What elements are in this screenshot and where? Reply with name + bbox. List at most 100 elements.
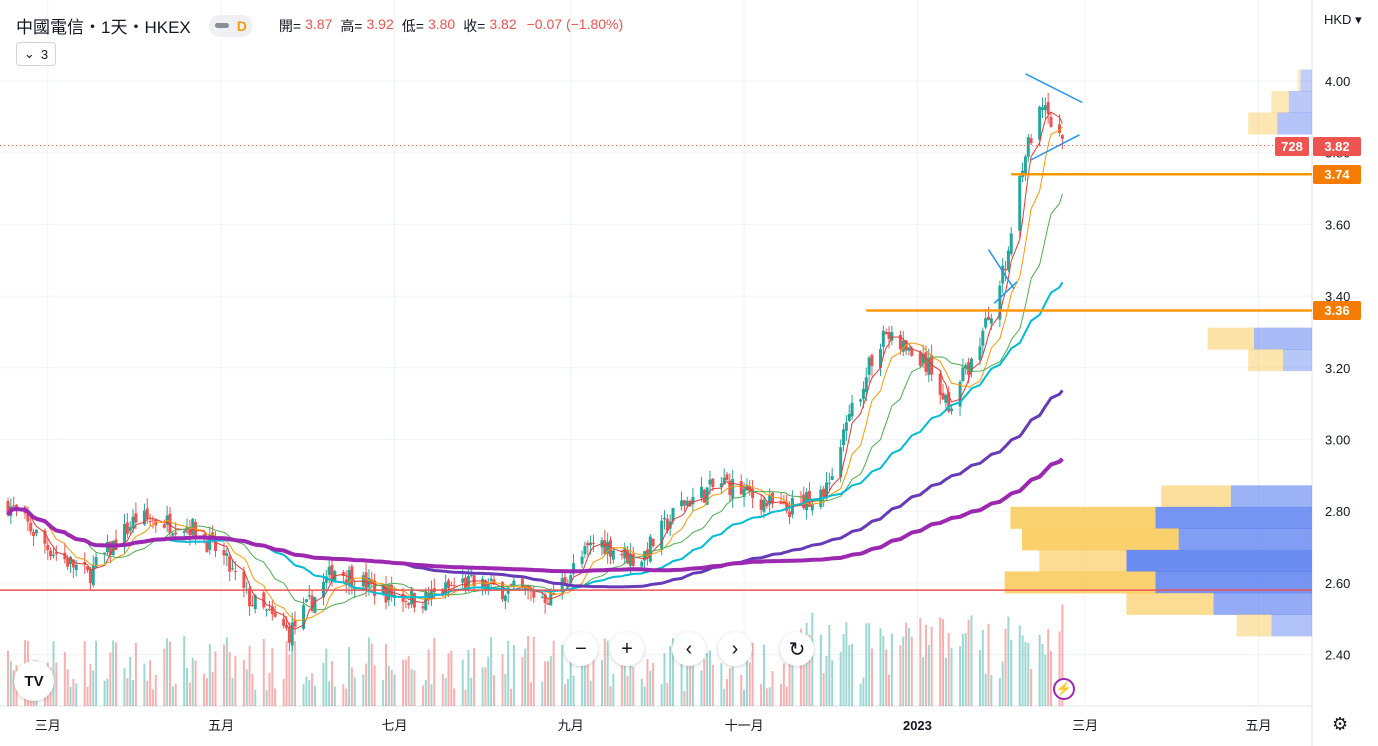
candle-body	[950, 408, 954, 412]
volume-bar	[129, 656, 132, 706]
candle-body	[739, 481, 743, 495]
candle-body	[174, 532, 178, 535]
candle-body	[620, 553, 624, 556]
volume-bar	[467, 650, 470, 706]
indicators-toggle[interactable]: ⌄ 3	[16, 42, 56, 66]
volume-bar	[231, 677, 234, 706]
volume-bar	[1047, 629, 1050, 706]
indicator-count: 3	[40, 46, 49, 62]
candle-body	[961, 367, 965, 381]
volume-bar	[390, 669, 393, 706]
candle-body	[731, 479, 735, 499]
volume-bar	[106, 678, 109, 706]
scroll-right-button[interactable]: ›	[718, 632, 752, 666]
ma-100-line	[6, 389, 1064, 589]
change-value: −0.07 (−1.80%)	[526, 15, 624, 32]
interval-pill[interactable]: D	[208, 14, 253, 37]
trendline[interactable]	[987, 249, 1015, 290]
volume-bar	[228, 652, 231, 706]
candle-body	[984, 318, 988, 328]
tradingview-logo[interactable]: TV	[14, 661, 54, 701]
candle-body	[682, 500, 686, 506]
currency-selector[interactable]: HKD ▾	[1324, 12, 1362, 28]
candle-body	[12, 505, 16, 507]
trendline[interactable]	[1030, 134, 1080, 161]
candle-body	[719, 483, 723, 487]
profile-bar-up	[1248, 112, 1278, 135]
volume-bar	[154, 675, 157, 706]
candle-body	[824, 482, 828, 498]
volume-bar	[524, 648, 527, 706]
candle-body	[924, 352, 928, 372]
zoom-in-button[interactable]: +	[610, 632, 644, 666]
reset-chart-button[interactable]: ↻	[780, 632, 814, 666]
visibility-icon[interactable]	[214, 23, 229, 28]
ma-160-line	[6, 457, 1064, 574]
candle-body	[981, 330, 985, 346]
interval-badge: D	[236, 17, 247, 34]
price-tick-label: 3.00	[1325, 433, 1350, 448]
volume-bar	[839, 651, 842, 706]
trendline[interactable]	[1025, 73, 1083, 104]
volume-bar	[92, 670, 95, 706]
volume-bar	[660, 684, 663, 706]
price-tick-label: 3.20	[1325, 361, 1350, 376]
volume-bar	[865, 623, 868, 706]
candle-body	[466, 575, 470, 589]
volume-bar	[623, 656, 626, 706]
candle-body	[131, 516, 135, 529]
volume-bar	[308, 680, 311, 706]
volume-bar	[410, 669, 413, 706]
volume-bar	[123, 667, 126, 706]
candle-body	[162, 524, 166, 528]
volume-bar	[75, 683, 78, 706]
volume-bar	[1004, 628, 1007, 706]
candle-body	[964, 364, 968, 369]
candle-body	[708, 479, 712, 485]
volume-bar	[9, 661, 12, 706]
time-tick-label: 五月	[1245, 718, 1271, 733]
volume-bar	[868, 623, 871, 706]
candle-body	[412, 593, 416, 608]
candle-body	[947, 392, 951, 412]
zoom-out-button[interactable]: −	[564, 632, 598, 666]
candle-body	[978, 346, 982, 360]
volume-bar	[632, 666, 635, 706]
candle-body	[546, 603, 550, 605]
candle-body	[6, 501, 10, 515]
gear-icon[interactable]: ⚙	[1332, 714, 1349, 734]
candle-body	[171, 533, 175, 536]
candle-body	[461, 578, 465, 583]
candle-body	[287, 626, 291, 643]
profile-bar-up	[1004, 571, 1156, 594]
volume-bar	[922, 657, 925, 706]
volume-bar	[728, 668, 731, 706]
scroll-left-button[interactable]: ‹	[672, 632, 706, 666]
candle-body	[168, 513, 172, 534]
candle-body	[1058, 124, 1062, 133]
volume-bar	[544, 661, 547, 706]
volume-bar	[927, 644, 930, 706]
candle-body	[148, 521, 152, 523]
trendline[interactable]	[993, 281, 1018, 304]
volume-bar	[828, 625, 831, 706]
candle-body	[549, 590, 553, 606]
candle-body	[367, 577, 371, 588]
symbol-title[interactable]: 中國電信・1天・HKEX	[16, 18, 191, 37]
low-label: 低=	[401, 17, 424, 34]
profile-bar-down	[1178, 528, 1312, 551]
candle-body	[364, 572, 368, 590]
time-tick-label: 2023	[903, 718, 932, 733]
candle-body	[43, 530, 47, 544]
candle-body	[867, 357, 871, 375]
volume-bar	[586, 640, 589, 706]
volume-bar	[510, 688, 513, 706]
volume-bar	[649, 670, 652, 706]
volume-bar	[882, 636, 885, 706]
lightning-icon[interactable]: ⚡	[1053, 678, 1075, 700]
volume-bar	[708, 650, 711, 706]
volume-bar	[862, 677, 865, 706]
price-tick-label: 4.00	[1325, 74, 1350, 89]
candle-body	[248, 588, 252, 607]
